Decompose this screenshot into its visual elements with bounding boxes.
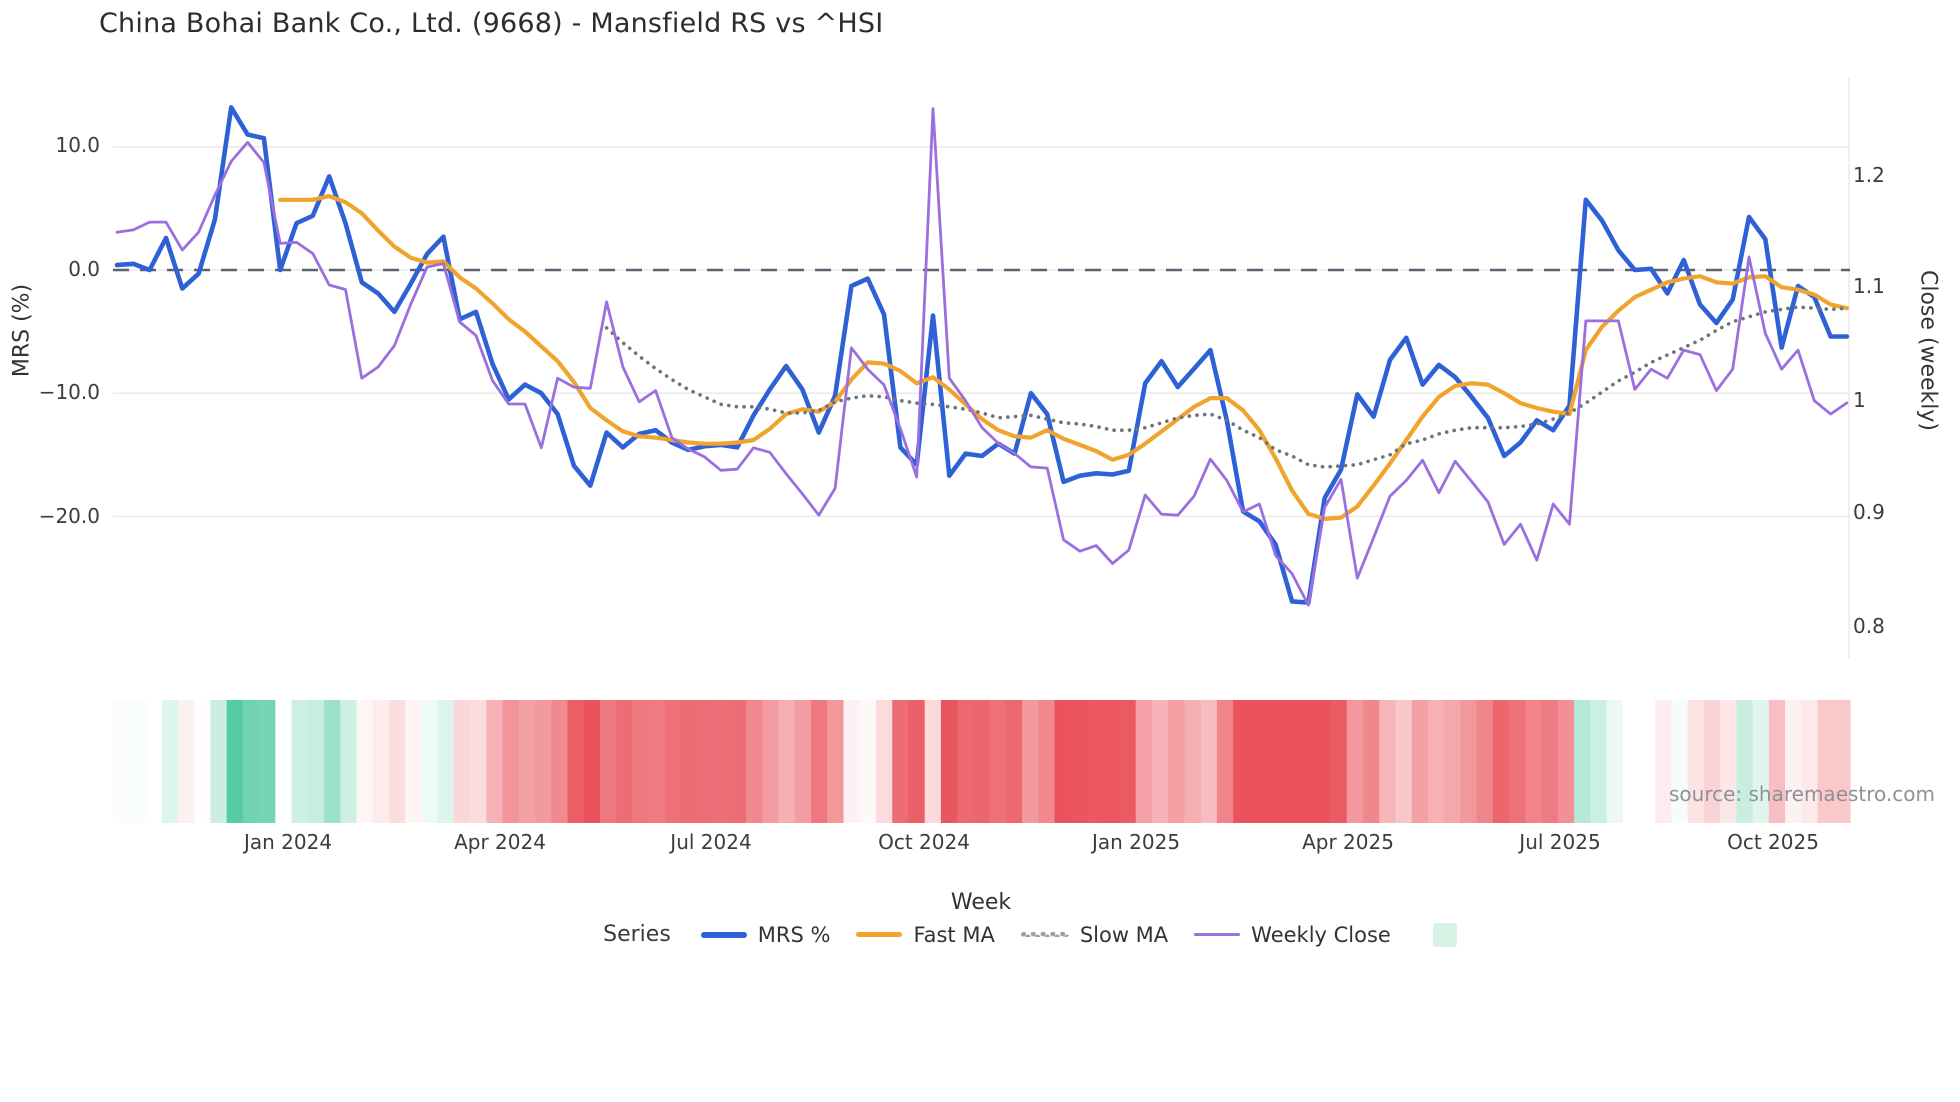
slow-ma-dotted-swatch-icon <box>1020 932 1069 937</box>
legend-item-slow-ma: Slow MA <box>1020 922 1169 947</box>
x-tick: Oct 2025 <box>1727 830 1819 854</box>
legend-title: Series <box>603 922 671 947</box>
legend-item-fast-ma: Fast MA <box>856 922 995 947</box>
legend: Series MRS % Fast MA Slow MA Weekly Clos… <box>540 922 1520 947</box>
heat-strip-swatch-icon <box>1432 922 1457 947</box>
legend-item-weekly-close: Weekly Close <box>1194 923 1391 947</box>
y-right-tick: 1 <box>1853 388 1866 412</box>
legend-item-label: Slow MA <box>1079 922 1169 947</box>
y-left-tick: −20.0 <box>38 504 100 528</box>
x-tick: Jan 2025 <box>1091 830 1181 854</box>
x-tick: Oct 2024 <box>878 830 970 854</box>
y-left-tick: 0.0 <box>68 257 100 281</box>
weekly-close-line-swatch-icon <box>1194 932 1241 937</box>
x-tick: Jul 2025 <box>1519 830 1601 854</box>
y-left-tick: 10.0 <box>55 133 100 157</box>
legend-item-label: MRS % <box>757 922 831 947</box>
y-right-tick: 1.2 <box>1853 163 1885 187</box>
x-tick: Apr 2024 <box>454 830 546 854</box>
fast-ma-line-swatch-icon <box>856 932 903 937</box>
x-axis-label: Week <box>950 890 1012 915</box>
chart-title: China Bohai Bank Co., Ltd. (9668) - Mans… <box>99 8 884 39</box>
legend-item-label: Weekly Close <box>1251 922 1391 947</box>
legend-item-label: Fast MA <box>913 922 995 947</box>
y-axis-label-left: MRS (%) <box>9 283 35 378</box>
legend-item-mrs: MRS % <box>700 922 831 947</box>
y-right-tick: 0.9 <box>1853 500 1885 524</box>
y-right-tick: 1.1 <box>1853 274 1885 298</box>
y-left-tick: −10.0 <box>38 380 100 404</box>
y-right-tick: 0.8 <box>1853 614 1885 638</box>
x-tick: Apr 2025 <box>1302 830 1394 854</box>
x-tick: Jul 2024 <box>670 830 752 854</box>
source-watermark: source: sharemaestro.com <box>1669 782 1935 806</box>
mrs-line-swatch-icon <box>700 931 747 938</box>
x-tick: Jan 2024 <box>243 830 333 854</box>
